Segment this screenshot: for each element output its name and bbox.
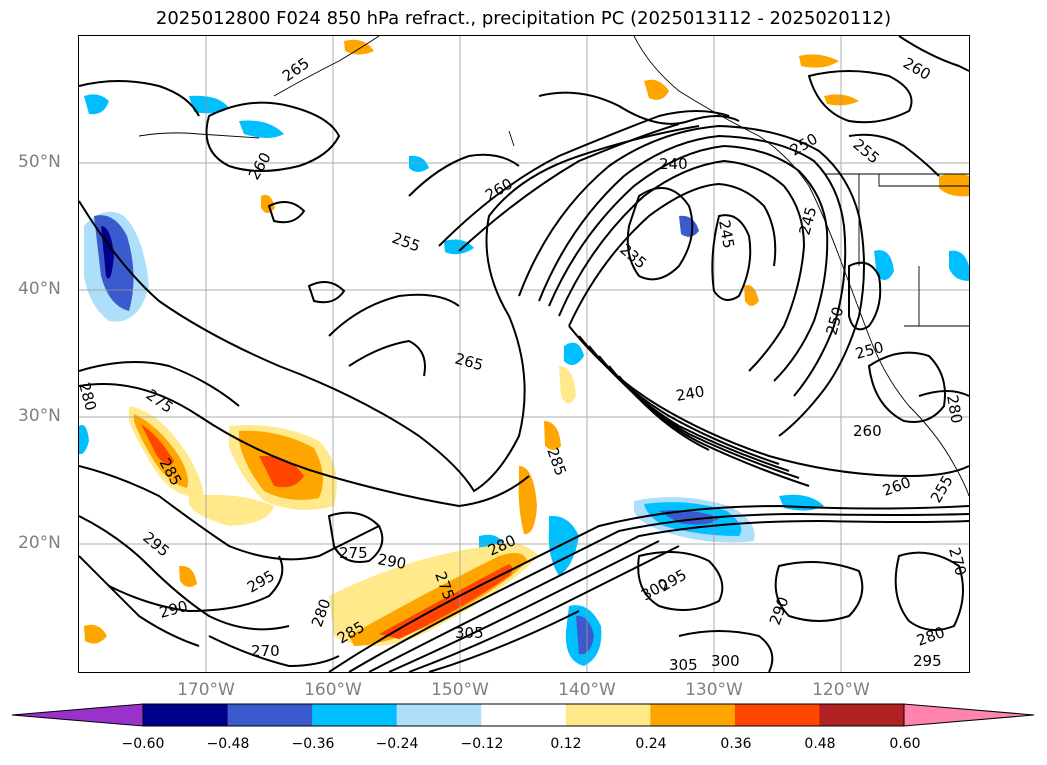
colorbar-extend-max bbox=[903, 703, 1035, 727]
contour-label: 305 bbox=[455, 624, 484, 642]
precip-positive-area bbox=[744, 285, 759, 306]
contour-label: 285 bbox=[543, 445, 570, 478]
precip-positive-area bbox=[349, 552, 527, 646]
contour-label: 290 bbox=[157, 597, 189, 622]
contour-label: 290 bbox=[376, 550, 407, 573]
precip-positive-area bbox=[939, 173, 969, 197]
colorbar-tick-label: −0.48 bbox=[206, 736, 250, 752]
colorbar-segment bbox=[481, 704, 567, 726]
precip-positive-area bbox=[518, 466, 537, 535]
colorbar-segments bbox=[11, 703, 1035, 727]
colorbar-segment bbox=[734, 704, 820, 726]
contour-label: 295 bbox=[913, 652, 942, 670]
lon-label: 140°W bbox=[558, 680, 616, 700]
precip-negative-area bbox=[874, 250, 894, 280]
contour-label: 245 bbox=[715, 219, 738, 250]
precip-negative-area bbox=[84, 94, 109, 115]
precip-negative-area bbox=[79, 425, 89, 455]
precip-negative-area bbox=[564, 342, 584, 365]
contour-label: 280 bbox=[79, 380, 100, 412]
precip-negative-area bbox=[659, 510, 719, 525]
gridlines bbox=[79, 36, 969, 672]
contour-label: 250 bbox=[822, 305, 847, 337]
precip-positive-area bbox=[344, 39, 374, 55]
map-canvas: 265 260 260 255 265 280 275 285 295 295 … bbox=[79, 36, 969, 672]
contour-label: 295 bbox=[139, 528, 173, 560]
precip-negative-area bbox=[548, 515, 579, 576]
precip-shading bbox=[79, 39, 969, 666]
colorbar-segment bbox=[227, 704, 313, 726]
precip-positive-area bbox=[141, 424, 174, 465]
contour-label: 280 bbox=[943, 394, 966, 425]
precip-positive-area bbox=[544, 421, 561, 450]
precip-positive-area bbox=[179, 565, 197, 587]
precip-negative-area bbox=[949, 250, 969, 281]
colorbar-segment bbox=[565, 704, 651, 726]
contour-label: 305 bbox=[669, 656, 698, 672]
lon-label: 120°W bbox=[812, 680, 870, 700]
contour-label: 280 bbox=[308, 596, 335, 629]
lat-label: 50°N bbox=[18, 152, 61, 172]
contour-label: 300 bbox=[711, 652, 740, 670]
colorbar-segment bbox=[143, 704, 229, 726]
colorbar-tick-label: 0.48 bbox=[804, 736, 836, 752]
contour-label: 255 bbox=[927, 472, 957, 506]
lat-label: 20°N bbox=[18, 533, 61, 553]
precip-negative-area bbox=[239, 120, 284, 138]
colorbar-tick-label: 0.24 bbox=[635, 736, 667, 752]
lat-label: 30°N bbox=[18, 406, 61, 426]
precip-positive-area bbox=[189, 494, 274, 526]
lat-label: 40°N bbox=[18, 279, 61, 299]
lon-label: 170°W bbox=[177, 680, 235, 700]
colorbar bbox=[11, 703, 1035, 727]
contour-label: 260 bbox=[880, 473, 913, 500]
contour-label: 260 bbox=[853, 422, 882, 440]
colorbar-tick-label: 0.60 bbox=[889, 736, 921, 752]
precip-positive-area bbox=[261, 194, 275, 213]
contour-label: 290 bbox=[766, 594, 793, 627]
precip-positive-area bbox=[559, 366, 576, 404]
colorbar-segment bbox=[396, 704, 482, 726]
colorbar-tick-label: −0.36 bbox=[291, 736, 335, 752]
contour-label: 260 bbox=[900, 54, 934, 84]
precip-positive-area bbox=[259, 455, 304, 488]
contour-label: 265 bbox=[453, 349, 485, 374]
lon-label: 160°W bbox=[304, 680, 362, 700]
contour-label: 245 bbox=[795, 205, 820, 237]
colorbar-segment bbox=[650, 704, 736, 726]
colorbar-tick-label: 0.12 bbox=[550, 736, 582, 752]
map-title: 2025012800 F024 850 hPa refract., precip… bbox=[155, 8, 892, 29]
precip-positive-area bbox=[644, 79, 669, 100]
precip-negative-area bbox=[409, 155, 429, 172]
precip-negative-area bbox=[189, 95, 229, 114]
precip-positive-area bbox=[84, 624, 107, 644]
colorbar-tick-label: 0.36 bbox=[720, 736, 752, 752]
precip-negative-area bbox=[679, 215, 699, 237]
contour-label: 270 bbox=[945, 545, 969, 577]
contour-label: 275 bbox=[339, 544, 368, 562]
precip-negative-area bbox=[576, 615, 594, 655]
contour-label: 265 bbox=[279, 54, 313, 85]
contour-label: 260 bbox=[482, 175, 516, 205]
map-panel: 265 260 260 255 265 280 275 285 295 295 … bbox=[79, 36, 969, 672]
lon-label: 130°W bbox=[685, 680, 743, 700]
colorbar-segment bbox=[312, 704, 398, 726]
colorbar-tick-label: −0.12 bbox=[460, 736, 504, 752]
precip-positive-area bbox=[799, 54, 839, 68]
contour-label: 260 bbox=[245, 149, 275, 183]
colorbar-tick-label: −0.24 bbox=[375, 736, 419, 752]
contour-label: 255 bbox=[390, 229, 423, 256]
colorbar-extend-min bbox=[11, 703, 144, 727]
contour-label: 240 bbox=[659, 155, 688, 173]
colorbar-tick-label: −0.60 bbox=[121, 736, 165, 752]
refractivity-contours bbox=[79, 36, 969, 672]
lon-label: 150°W bbox=[431, 680, 489, 700]
contour-label: 240 bbox=[675, 382, 706, 405]
colorbar-frame bbox=[142, 703, 905, 727]
colorbar-segment bbox=[819, 704, 905, 726]
contour-label: 270 bbox=[251, 642, 280, 660]
